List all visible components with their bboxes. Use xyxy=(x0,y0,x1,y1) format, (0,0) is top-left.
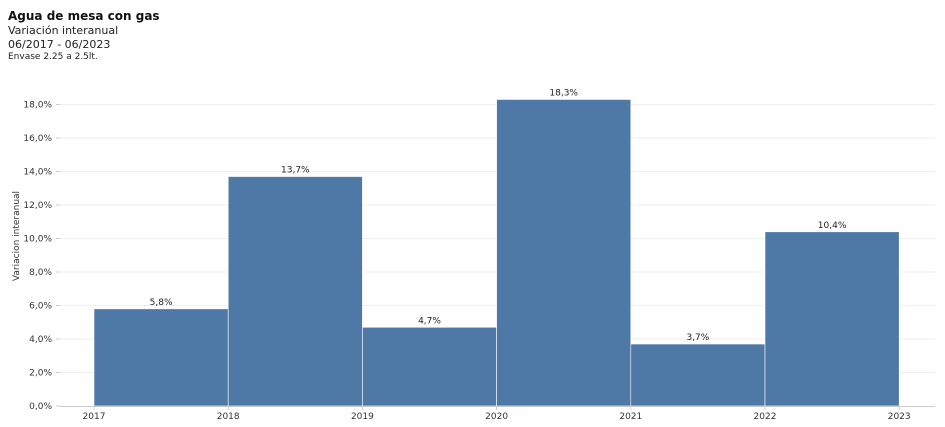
bar xyxy=(93,308,229,407)
x-tick-label: 2022 xyxy=(754,412,777,422)
bar-value-label: 4,7% xyxy=(418,316,441,326)
bar-value-label: 18,3% xyxy=(549,88,578,98)
chart-title: Agua de mesa con gas xyxy=(8,9,160,23)
y-tick-label: 0,0% xyxy=(29,402,52,412)
bar xyxy=(362,326,497,407)
y-axis-title: Variacion interanual xyxy=(12,191,22,281)
y-tick-label: 14,0% xyxy=(23,168,52,178)
y-tick-label: 8,0% xyxy=(29,268,52,278)
labels: 0,0% 2,0% 4,0% 6,0% 8,0% 10,0% 12,0% 14,0% 16,0%… xyxy=(23,88,910,422)
y-tick-label: 2,0% xyxy=(29,369,52,379)
bar-value-label: 5,8% xyxy=(150,298,173,308)
chart-note: Envase 2.25 a 2.5lt. xyxy=(8,52,98,62)
x-tick-label: 2021 xyxy=(619,412,642,422)
x-tick-label: 2023 xyxy=(888,412,911,422)
x-tick-label: 2017 xyxy=(83,412,106,422)
y-tick-label: 6,0% xyxy=(29,302,52,312)
bar-value-label: 13,7% xyxy=(281,166,310,176)
chart-subtitle: Variación interanual xyxy=(8,24,119,37)
axes xyxy=(56,104,935,410)
chart-period: 06/2017 - 06/2023 xyxy=(8,38,111,51)
y-tick-label: 18,0% xyxy=(23,101,52,111)
y-tick-label: 12,0% xyxy=(23,201,52,211)
bar xyxy=(630,343,766,407)
y-tick-label: 10,0% xyxy=(23,235,52,245)
bar xyxy=(227,176,363,407)
bar-value-label: 3,7% xyxy=(686,333,709,343)
chart-header: Agua de mesa con gas Variación interanua… xyxy=(8,9,160,63)
x-tick-label: 2018 xyxy=(217,412,240,422)
x-tick-label: 2019 xyxy=(351,412,374,422)
bar-value-label: 10,4% xyxy=(818,221,847,231)
bar xyxy=(496,99,632,407)
bars xyxy=(93,99,900,407)
bar xyxy=(764,231,900,407)
y-tick-label: 4,0% xyxy=(29,335,52,345)
x-tick-label: 2020 xyxy=(485,412,508,422)
y-tick-label: 16,0% xyxy=(23,134,52,144)
